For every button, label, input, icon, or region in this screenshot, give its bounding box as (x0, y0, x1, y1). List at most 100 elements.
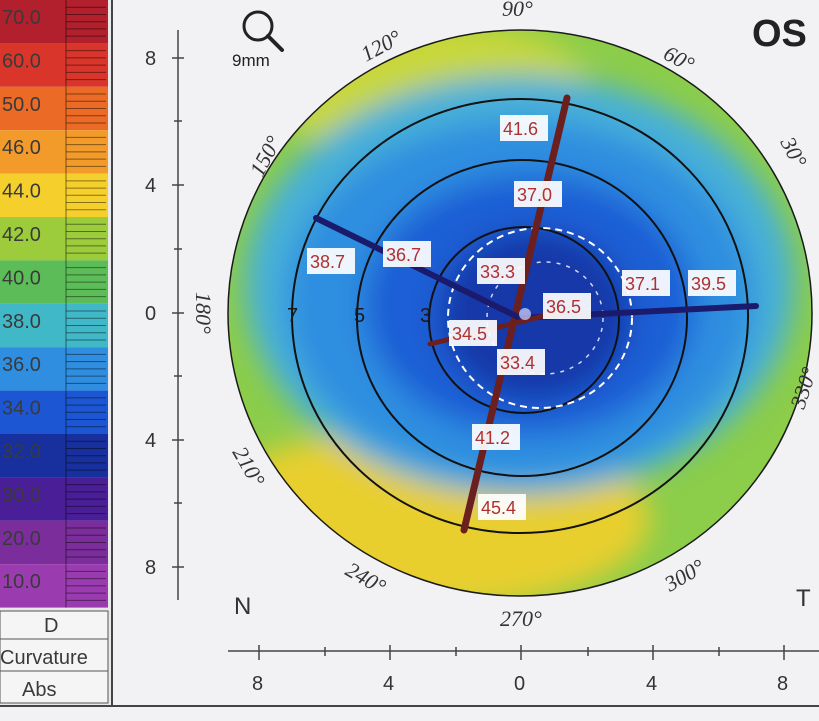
scale-entry: 40.0 (0, 260, 108, 304)
y-tick-label: 0 (145, 303, 156, 325)
scale-swatch (0, 260, 108, 304)
scale-swatch (0, 217, 108, 261)
y-tick-label: 8 (145, 557, 156, 579)
scale-entry: 34.0 (0, 390, 108, 434)
reading-right-inner: 37.1 (622, 270, 670, 296)
y-tick-label: 4 (145, 175, 156, 197)
temporal-label: T (796, 585, 811, 612)
scale-entry: 20.0 (0, 520, 108, 565)
scale-type: Abs (22, 679, 56, 701)
scale-swatch (0, 0, 108, 44)
reading-center: 36.5 (543, 293, 591, 319)
scale-entry: 30.0 (0, 477, 108, 521)
degree-label-180: 180° (191, 292, 216, 334)
x-tick-label: 8 (777, 673, 788, 695)
reading-center-left: 34.5 (449, 320, 497, 346)
scale-entry: 70.0 (0, 0, 108, 44)
scale-value: 70.0 (2, 7, 41, 29)
y-tick-label: 4 (145, 430, 156, 452)
scale-value: 60.0 (2, 50, 41, 72)
x-axis: 8 4 0 4 8 (228, 645, 819, 695)
zoom-control[interactable]: 9mm (232, 10, 284, 70)
zoom-label: 9mm (232, 51, 270, 70)
svg-text:33.4: 33.4 (500, 353, 535, 373)
reading-inf-outer: 45.4 (478, 494, 526, 520)
scale-swatch (0, 347, 108, 391)
reading-sup-outer: 41.6 (500, 115, 548, 141)
scale-swatch (0, 390, 108, 434)
scale-swatch (0, 86, 108, 131)
degree-label-30: 30° (775, 132, 812, 172)
scale-swatch (0, 520, 108, 565)
scale-entry: 46.0 (0, 130, 108, 174)
ring-label-3: 3 (420, 305, 431, 327)
svg-text:36.5: 36.5 (546, 297, 581, 317)
scale-value: 42.0 (2, 224, 41, 246)
scale-entry: 10.0 (0, 564, 108, 608)
scale-swatch (0, 130, 108, 174)
reading-sup-inner: 37.0 (514, 181, 562, 207)
svg-text:37.1: 37.1 (625, 274, 660, 294)
scale-value: 32.0 (2, 441, 41, 463)
y-tick-label: 8 (145, 48, 156, 70)
ring-label-5: 5 (354, 305, 365, 327)
scale-entry: 50.0 (0, 86, 108, 131)
scale-mode: Curvature (0, 647, 88, 669)
degree-label-300: 300° (659, 554, 709, 597)
svg-text:45.4: 45.4 (481, 498, 516, 518)
svg-text:37.0: 37.0 (517, 185, 552, 205)
scale-entry: 32.0 (0, 434, 108, 478)
svg-text:33.3: 33.3 (480, 262, 515, 282)
svg-text:41.6: 41.6 (503, 119, 538, 139)
eye-label: OS (752, 13, 807, 55)
magnifier-icon[interactable] (242, 10, 284, 52)
x-tick-label: 4 (383, 673, 394, 695)
reading-inf-inner: 41.2 (472, 424, 520, 450)
scale-entry: 36.0 (0, 347, 108, 391)
curvature-readings: 41.6 37.0 38.7 36.7 33.3 36.5 37.1 39.5 34.5 33.4… (307, 115, 736, 520)
topography-map: 7 5 3 41.6 37.0 38.7 36.7 33.3 36.5 37.1 39.5 34… (227, 29, 813, 597)
scale-swatch (0, 434, 108, 478)
y-axis: 8 4 0 4 8 (145, 30, 184, 600)
scale-entry: 60.0 (0, 43, 108, 87)
scale-value: 38.0 (2, 311, 41, 333)
reading-left-inner: 36.7 (383, 241, 431, 267)
scale-entry: 38.0 (0, 303, 108, 348)
scale-swatch (0, 477, 108, 521)
degree-label-90: 90° (502, 0, 533, 21)
svg-text:36.7: 36.7 (386, 245, 421, 265)
scale-swatch (0, 303, 108, 348)
svg-text:39.5: 39.5 (691, 274, 726, 294)
contour-ring-5 (356, 159, 688, 477)
ring-label-7: 7 (287, 305, 298, 327)
svg-text:34.5: 34.5 (452, 324, 487, 344)
color-scale: 70.0 60.0 50.0 46.0 44.0 42.0 40.0 38.0 36.0 34.0… (0, 0, 112, 705)
scale-value: 50.0 (2, 94, 41, 116)
scale-footer: D Curvature Abs (0, 610, 109, 704)
scale-entry: 42.0 (0, 217, 108, 261)
scale-value: 40.0 (2, 267, 41, 289)
reading-center-top: 33.3 (477, 258, 525, 284)
reading-center-bottom: 33.4 (497, 349, 545, 375)
nasal-label: N (234, 593, 251, 620)
scale-swatch (0, 43, 108, 87)
scale-value: 20.0 (2, 528, 41, 550)
reading-right-outer: 39.5 (688, 270, 736, 296)
scale-value: 34.0 (2, 398, 41, 420)
svg-text:41.2: 41.2 (475, 428, 510, 448)
contour-ring-7 (291, 98, 749, 534)
x-tick-label: 0 (514, 673, 525, 695)
contour-ring-3 (428, 226, 620, 414)
reading-left-outer: 38.7 (307, 248, 355, 274)
x-tick-label: 8 (252, 673, 263, 695)
x-tick-label: 4 (646, 673, 657, 695)
scale-value: 10.0 (2, 571, 41, 593)
meridian-flat (313, 215, 523, 321)
scale-entry: 44.0 (0, 173, 108, 217)
svg-text:38.7: 38.7 (310, 252, 345, 272)
pupil-outline (447, 227, 633, 409)
center-marker (519, 308, 531, 320)
scale-value: 36.0 (2, 354, 41, 376)
scale-swatch (0, 173, 108, 217)
scale-value: 46.0 (2, 137, 41, 159)
